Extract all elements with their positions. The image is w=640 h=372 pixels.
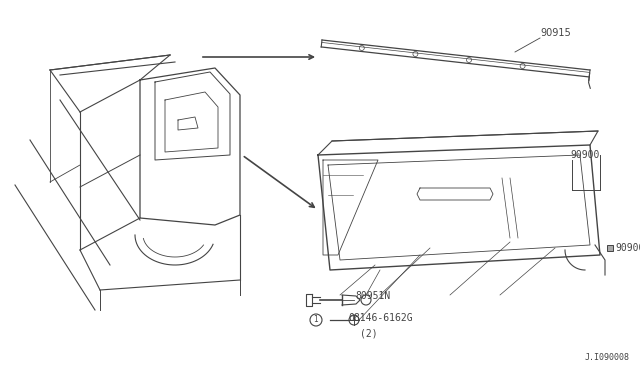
Text: J.I090008: J.I090008 — [585, 353, 630, 362]
Text: 1: 1 — [314, 315, 318, 324]
Text: 90900E: 90900E — [615, 243, 640, 253]
Text: 08146-6162G: 08146-6162G — [348, 313, 413, 323]
Text: 90915: 90915 — [540, 28, 571, 38]
Text: 80951N: 80951N — [355, 291, 390, 301]
Text: (2): (2) — [360, 328, 378, 338]
Text: 90900: 90900 — [570, 150, 600, 160]
